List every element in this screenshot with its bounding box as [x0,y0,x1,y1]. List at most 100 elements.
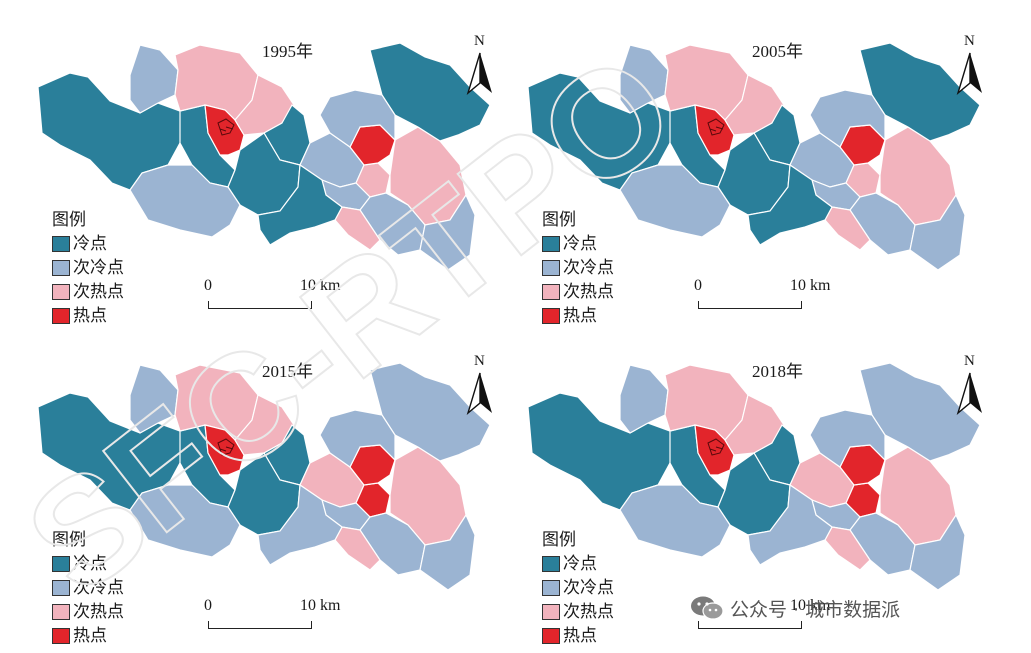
map-region [619,44,669,114]
legend: 图例冷点次冷点次热点热点 [542,208,614,328]
legend-label: 热点 [563,626,597,646]
panel-year-title: 2018年 [752,362,803,381]
legend-item-cold: 冷点 [52,232,124,256]
legend-label: 次热点 [563,282,614,302]
scale-bar-line [698,301,802,309]
map-region [809,409,886,468]
north-arrow-icon: N [466,33,500,99]
legend-swatch [542,308,560,324]
map-panel-2005: 2005年 N 图例 冷点 次冷点 次热点 热点 0 10 km [520,15,1020,333]
legend-label: 热点 [73,306,107,326]
urban-core-outline [217,118,235,136]
legend-label: 冷点 [73,554,107,574]
north-arrow-icon: N [956,353,990,419]
legend: 图例冷点次冷点 次热点 热点 [542,528,614,648]
map-region [129,164,241,238]
scale-bar-line [208,621,312,629]
north-label: N [964,353,975,369]
legend-swatch [542,284,560,300]
legend-item-subcold: 次冷点 [52,576,124,600]
legend-swatch [542,604,560,620]
legend-title: 图例 [542,210,576,230]
urban-core-outline [707,118,725,136]
map-region [129,44,179,114]
legend-label: 次冷点 [563,258,614,278]
scale-bar: 0 10 km [204,277,368,317]
north-arrow-icon: N [956,33,990,99]
choropleth-map [37,42,491,271]
legend-item-subhot: 次热点 [52,600,124,624]
map-region [257,483,343,566]
map-region [129,364,179,434]
map-region [319,409,396,468]
panel-year-title: 1995年 [262,42,313,61]
legend-title: 图例 [52,210,86,230]
map-region [909,193,966,271]
legend-item-cold: 冷点 [52,552,124,576]
legend-swatch [52,556,70,572]
legend-swatch [52,236,70,252]
scale-bar: 0 10 km [204,597,368,637]
legend-swatch [52,284,70,300]
legend-label: 次冷点 [73,258,124,278]
map-region [319,89,396,148]
legend-item-subhot: 次热点 [542,600,614,624]
legend-swatch [542,580,560,596]
legend: 图例冷点次冷点次热点热点 [52,208,124,328]
legend-title: 图例 [52,530,86,550]
legend-label: 冷点 [563,234,597,254]
legend-swatch [542,628,560,644]
legend: 图例冷点次冷点 次热点 热点 [52,528,124,648]
legend-label: 热点 [563,306,597,326]
north-label: N [474,353,485,369]
scale-zero-label: 0 [204,597,212,614]
scale-ten-label: 10 km [300,277,341,294]
scale-ten-label: 10 km [300,597,341,614]
legend-swatch [52,260,70,276]
legend-swatch [542,236,560,252]
map-panel-1995: 1995年 N 图例冷点次冷点次热点热点 0 10 km [30,15,530,333]
map-region [619,364,669,434]
map-region [619,484,731,558]
wechat-watermark: 公众号 · 城市数据派 [690,593,900,623]
legend-item-cold: 冷点 [542,552,614,576]
scale-zero-label: 0 [694,277,702,294]
panel-year-title: 2015年 [262,362,313,381]
map-region [747,483,833,566]
legend-item-subhot: 次热点 [52,280,124,304]
watermark-text: 公众号 · 城市数据派 [730,598,901,621]
legend-title: 图例 [542,530,576,550]
north-arrow-icon: N [466,353,500,419]
urban-core-outline [217,438,235,456]
map-region [747,163,833,246]
map-region [129,484,241,558]
map-region [909,513,966,591]
map-region [419,193,476,271]
legend-item-subcold: 次冷点 [52,256,124,280]
scale-zero-label: 0 [204,277,212,294]
scale-ten-label: 10 km [790,597,831,614]
legend-swatch [52,604,70,620]
map-region [619,164,731,238]
wechat-icon [691,596,724,620]
legend-label: 次热点 [73,282,124,302]
map-region [809,89,886,148]
choropleth-map [37,362,491,591]
legend-label: 热点 [73,626,107,646]
legend-label: 冷点 [563,554,597,574]
map-region [419,513,476,591]
legend-label: 冷点 [73,234,107,254]
scale-bar-line [698,621,802,629]
legend-label: 次冷点 [73,578,124,598]
map-panel-2018: 2018年N图例冷点次冷点次热点热点010 km [520,335,1020,653]
map-region [257,163,343,246]
legend-swatch [52,628,70,644]
scale-bar: 0 10 km [694,277,858,317]
map-panel-2015: 2015年 N 图例冷点次冷点 次热点 热点 0 10 km [30,335,530,653]
legend-swatch [52,308,70,324]
legend-item-hot: 热点 [52,304,124,328]
legend-label: 次冷点 [563,578,614,598]
choropleth-map [527,362,981,591]
choropleth-map [527,42,981,271]
north-label: N [964,33,975,49]
